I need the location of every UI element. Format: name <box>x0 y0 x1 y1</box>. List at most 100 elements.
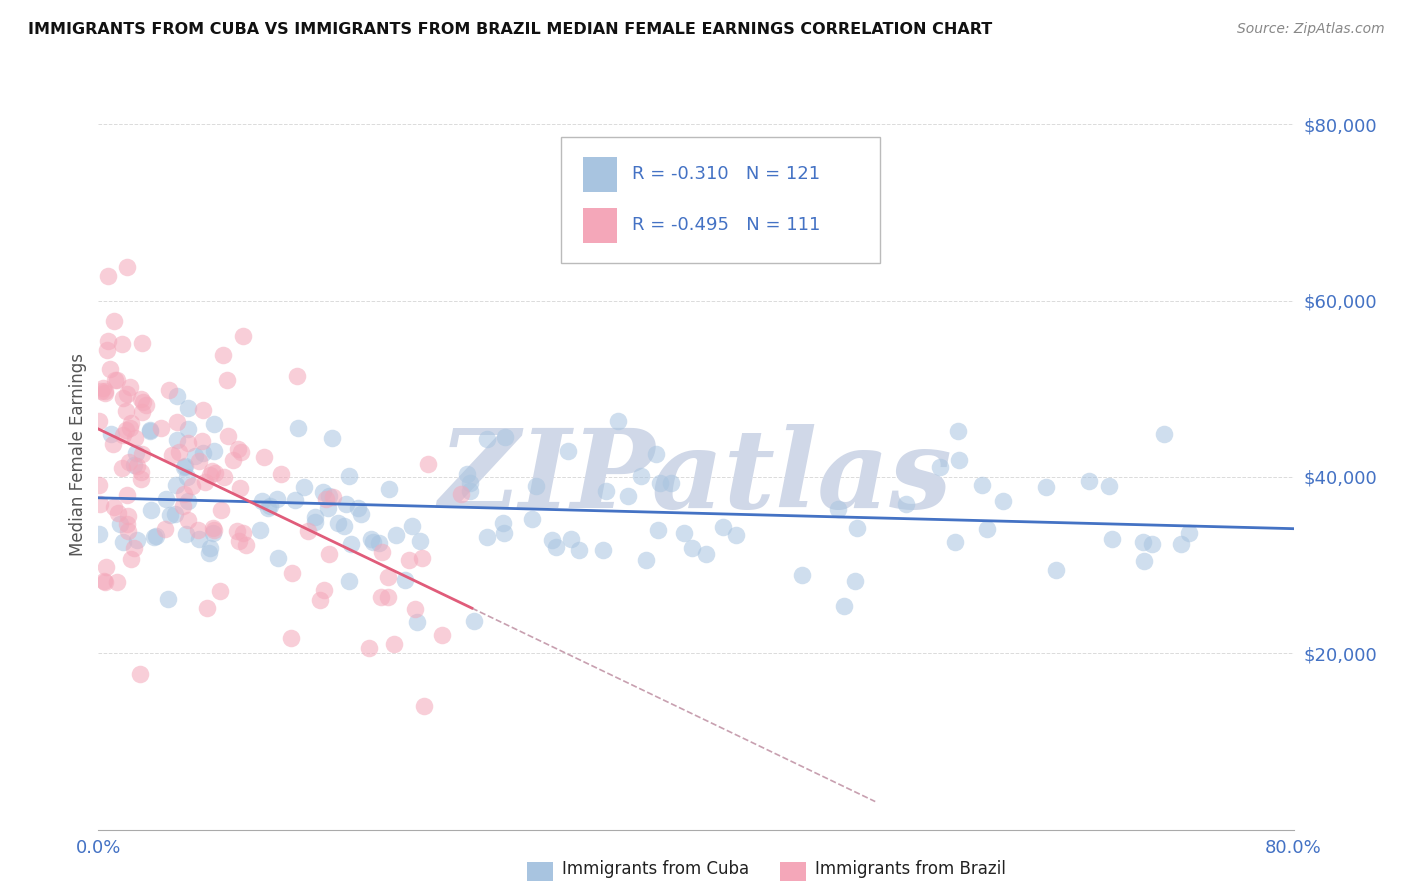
Point <box>250 494 273 508</box>
Point <box>177 401 200 415</box>
Point <box>844 574 866 588</box>
Point <box>1133 554 1156 568</box>
Point <box>724 527 747 541</box>
Point <box>97 269 120 284</box>
Point <box>491 516 513 530</box>
Point <box>477 432 499 446</box>
Point <box>406 615 429 629</box>
Point <box>184 449 207 463</box>
Point <box>450 487 472 501</box>
Point <box>143 530 166 544</box>
Point <box>316 500 339 515</box>
Point <box>266 491 288 506</box>
Point <box>235 539 257 553</box>
Point <box>1097 479 1119 493</box>
Point <box>180 479 202 493</box>
Point <box>202 417 225 432</box>
Text: IMMIGRANTS FROM CUBA VS IMMIGRANTS FROM BRAZIL MEDIAN FEMALE EARNINGS CORRELATIO: IMMIGRANTS FROM CUBA VS IMMIGRANTS FROM … <box>28 22 993 37</box>
Point <box>456 467 478 482</box>
Point <box>948 453 970 467</box>
Point <box>118 455 141 469</box>
Point <box>96 343 118 357</box>
Point <box>166 478 188 492</box>
Point <box>378 482 401 496</box>
Point <box>97 334 120 348</box>
Point <box>297 524 319 538</box>
Point <box>89 527 111 541</box>
Point <box>304 515 326 529</box>
Point <box>672 526 695 541</box>
Point <box>93 574 115 588</box>
Point <box>177 513 200 527</box>
Point <box>105 574 128 589</box>
Point <box>177 494 200 508</box>
Point <box>217 429 239 443</box>
Point <box>946 424 969 438</box>
Point <box>557 444 579 458</box>
Point <box>371 544 394 558</box>
Point <box>187 524 209 538</box>
Point <box>202 444 225 458</box>
Point <box>1078 474 1101 488</box>
Point <box>177 436 200 450</box>
Point <box>340 537 363 551</box>
Point <box>166 389 188 403</box>
Point <box>94 560 117 574</box>
Point <box>281 566 304 580</box>
Point <box>101 437 124 451</box>
Point <box>280 631 302 645</box>
Point <box>115 516 138 531</box>
Point <box>127 533 149 548</box>
Point <box>896 497 918 511</box>
Point <box>312 484 335 499</box>
Point <box>1132 535 1154 549</box>
Point <box>232 525 254 540</box>
Point <box>131 405 153 419</box>
Point <box>458 483 481 498</box>
Text: Immigrants from Brazil: Immigrants from Brazil <box>815 860 1007 878</box>
Point <box>370 591 392 605</box>
Point <box>430 628 453 642</box>
Point <box>394 573 416 587</box>
Point <box>645 447 668 461</box>
Point <box>463 614 485 628</box>
Point <box>520 512 543 526</box>
Point <box>190 434 212 449</box>
Point <box>228 533 250 548</box>
Point <box>93 574 115 589</box>
Point <box>135 398 157 412</box>
Point <box>257 501 280 516</box>
Point <box>149 420 172 434</box>
Point <box>312 582 335 597</box>
Point <box>350 508 373 522</box>
Point <box>131 447 153 461</box>
Point <box>634 552 657 566</box>
Point <box>333 519 356 533</box>
Point <box>204 466 226 480</box>
Point <box>321 431 343 445</box>
Point <box>475 530 498 544</box>
Point <box>229 481 252 495</box>
Point <box>412 699 434 714</box>
Point <box>309 593 332 607</box>
Point <box>368 536 391 550</box>
Point <box>695 547 717 561</box>
Point <box>217 373 239 387</box>
Point <box>212 470 235 484</box>
Point <box>202 521 225 535</box>
Point <box>1035 480 1057 494</box>
Point <box>173 460 195 475</box>
Point <box>711 519 734 533</box>
Point <box>111 461 134 475</box>
Point <box>191 445 214 459</box>
Point <box>139 424 162 438</box>
Point <box>270 467 292 481</box>
Point <box>131 336 153 351</box>
Point <box>89 497 111 511</box>
Point <box>292 480 315 494</box>
Point <box>202 523 225 537</box>
Point <box>111 427 134 442</box>
Point <box>87 477 110 491</box>
Point <box>122 541 145 556</box>
Point <box>89 414 111 428</box>
